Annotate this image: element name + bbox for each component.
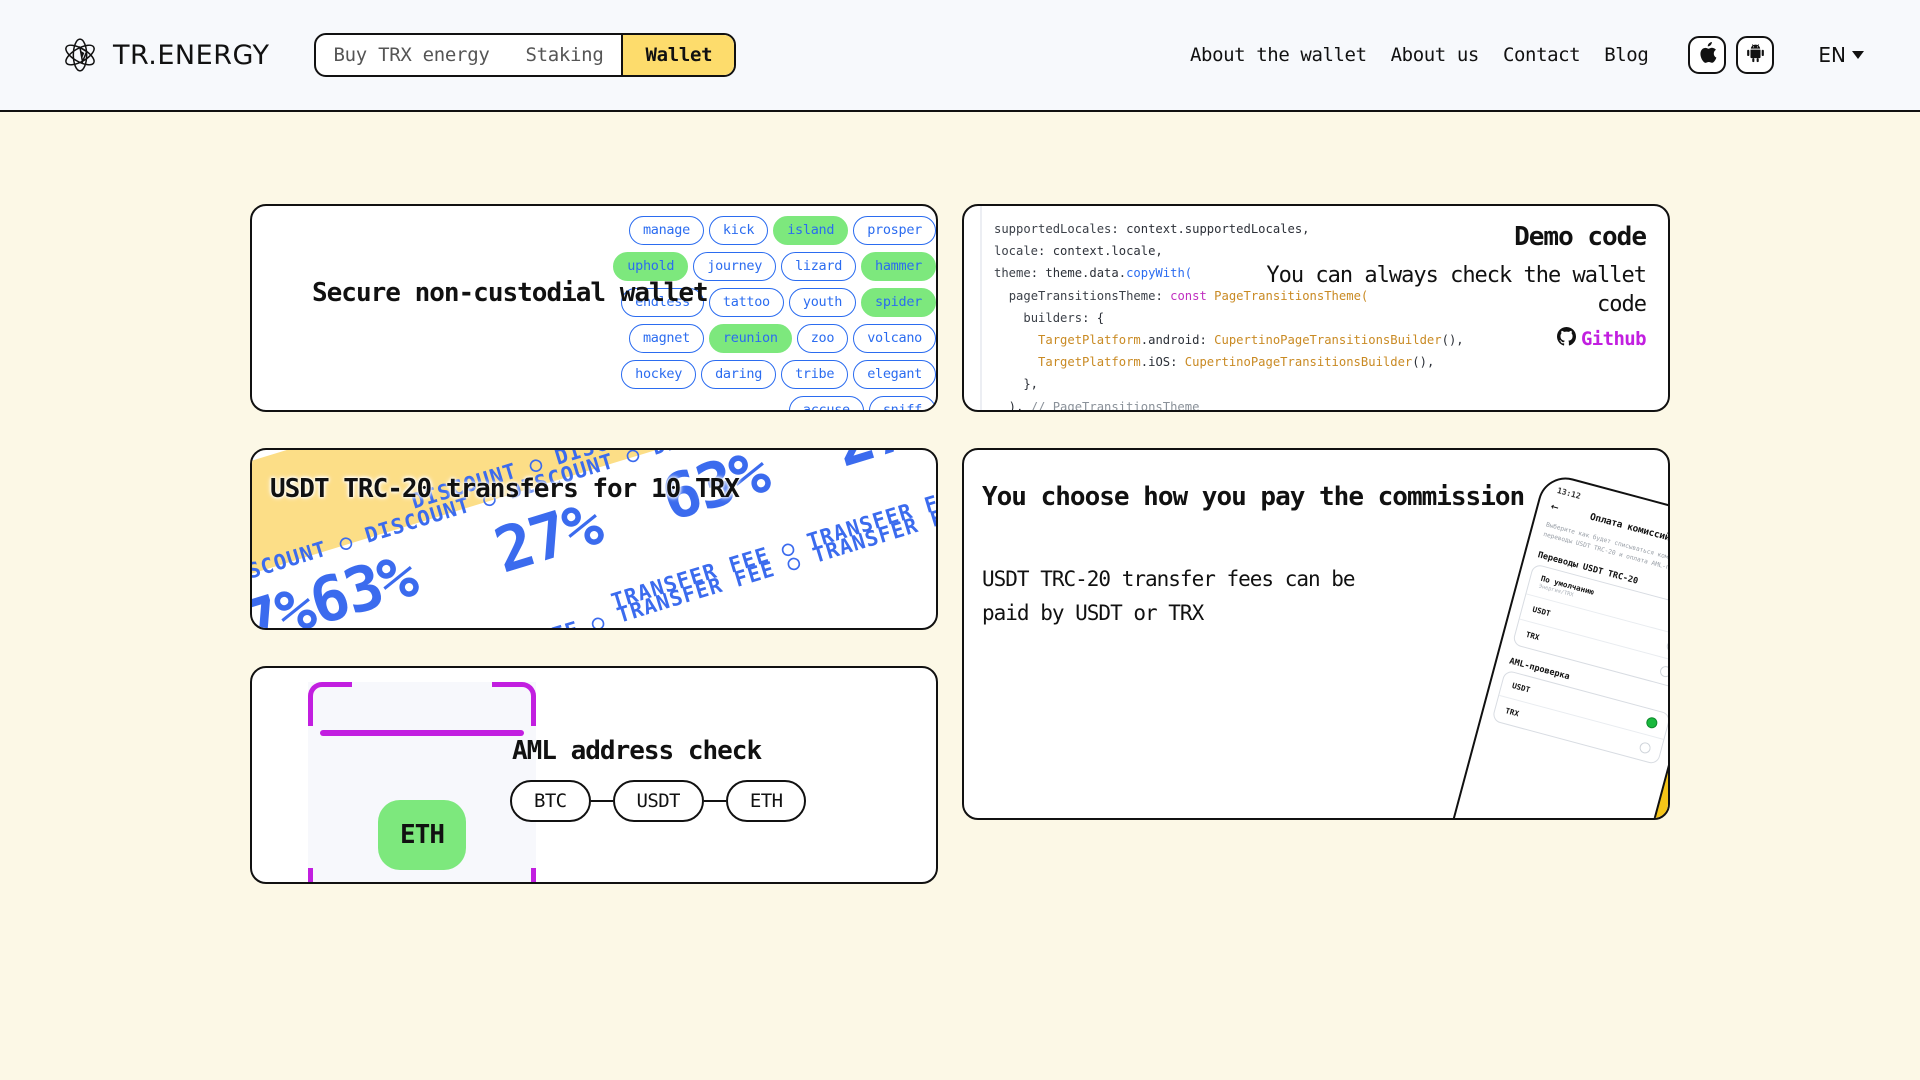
nav-buy-trx-energy[interactable]: Buy TRX energy: [333, 44, 490, 66]
header-right: About the wallet About us Contact Blog: [1166, 36, 1864, 74]
chevron-down-icon: [1852, 51, 1864, 59]
card-secure-wallet[interactable]: manage kick island prosper uphold journey liza…: [250, 204, 938, 412]
cards-board: manage kick island prosper uphold journey liza…: [250, 112, 1670, 884]
wallet-tag[interactable]: journey: [693, 252, 777, 281]
phone-mockup: 13:12 ← Оплата комиссий Выберите как буд…: [1444, 471, 1668, 818]
wallet-tag[interactable]: manage: [628, 216, 704, 245]
qr-corner-bottom-right-icon: [492, 868, 536, 882]
wallet-tag[interactable]: volcano: [853, 324, 936, 353]
store-buttons: [1688, 36, 1775, 74]
card-wallet-headline: Secure non-custodial wallet: [312, 278, 709, 308]
primary-nav-pill: Buy TRX energy Staking Wallet: [313, 33, 737, 77]
wallet-tag[interactable]: tattoo: [708, 288, 784, 317]
phone-radio-icon[interactable]: [1665, 639, 1668, 654]
wallet-tag[interactable]: daring: [701, 360, 777, 389]
phone-radio-icon[interactable]: [1658, 665, 1668, 679]
marquee-big-5: 27%: [826, 450, 936, 481]
card-code-subtitle: You can always check the wallet code: [1266, 263, 1647, 317]
atom-tron-logo-icon: [60, 35, 100, 75]
wallet-tag[interactable]: kick: [708, 216, 769, 245]
nav-contact[interactable]: Contact: [1502, 44, 1581, 66]
card-aml-headline: AML address check: [512, 736, 762, 766]
site-header: TR.ENERGY Buy TRX energy Staking Wallet …: [0, 0, 1920, 112]
wallet-tag[interactable]: youth: [788, 288, 857, 317]
wallet-tag[interactable]: endless: [621, 288, 704, 317]
qr-scanline: [320, 730, 524, 736]
chain-connector: [703, 800, 726, 802]
brand-logo-link[interactable]: TR.ENERGY: [60, 35, 270, 75]
card-commission[interactable]: You choose how you pay the commission US…: [962, 448, 1670, 820]
card-commission-headline: You choose how you pay the commission: [982, 482, 1525, 512]
card-code-title: Demo code: [1514, 222, 1647, 252]
android-icon: [1746, 43, 1765, 67]
wallet-tag[interactable]: elegant: [853, 360, 936, 389]
qr-corner-top-right-icon: [492, 682, 536, 726]
github-label: Github: [1580, 328, 1647, 351]
chain-pill-usdt[interactable]: USDT: [612, 780, 704, 822]
card-aml-check[interactable]: ETH AML address check BTC USDT ETH: [250, 666, 938, 884]
wallet-tag[interactable]: tribe: [781, 360, 849, 389]
google-play-button[interactable]: [1736, 36, 1775, 74]
nav-wallet[interactable]: Wallet: [621, 35, 735, 75]
tag-cloud: manage kick island prosper uphold journey liza…: [596, 216, 936, 410]
phone-option-label: USDT: [1511, 681, 1532, 695]
wallet-tag[interactable]: reunion: [708, 324, 792, 353]
wallet-tag[interactable]: hockey: [621, 360, 697, 389]
wallet-tag[interactable]: lizard: [781, 252, 857, 281]
code-card-overlay: Demo code You can always check the walle…: [1246, 222, 1647, 351]
apple-icon: [1698, 42, 1717, 68]
card-discount[interactable]: DISCOUNT ○ DISCOUNT ○ DISCOUNT ○ DISCOUN…: [250, 448, 938, 630]
qr-corner-top-left-icon: [308, 682, 352, 726]
chain-pill-eth[interactable]: ETH: [725, 780, 807, 822]
nav-blog[interactable]: Blog: [1604, 44, 1649, 66]
language-label: EN: [1818, 43, 1846, 67]
phone-option-label: USDT: [1531, 604, 1552, 619]
nav-about-us[interactable]: About us: [1390, 44, 1480, 66]
nav-staking[interactable]: Staking: [525, 44, 604, 66]
wallet-tag[interactable]: prosper: [853, 216, 936, 245]
token-chain: BTC USDT ETH: [510, 780, 807, 822]
app-store-button[interactable]: [1688, 36, 1727, 74]
language-selector[interactable]: EN: [1818, 43, 1864, 67]
card-discount-headline: USDT TRC-20 transfers for 10 TRX: [270, 474, 740, 504]
nav-about-the-wallet[interactable]: About the wallet: [1190, 44, 1367, 66]
github-icon: [1556, 327, 1576, 351]
card-commission-subtitle: USDT TRC-20 transfer fees can be paid by…: [982, 567, 1356, 626]
brand-name: TR.ENERGY: [113, 39, 270, 71]
wallet-tag[interactable]: zoo: [796, 324, 849, 353]
phone-screen: 13:12 ← Оплата комиссий Выберите как буд…: [1444, 471, 1668, 818]
github-link[interactable]: Github: [1556, 327, 1647, 351]
wallet-tag[interactable]: uphold: [613, 252, 689, 281]
wallet-tag[interactable]: sniff: [868, 396, 936, 410]
code-snippet: supportedLocales: context.supportedLocal…: [964, 206, 1668, 410]
wallet-tag[interactable]: spider: [861, 288, 936, 317]
phone-option-label: TRX: [1504, 706, 1520, 719]
scanned-token-badge: ETH: [378, 800, 466, 870]
wallet-tag[interactable]: magnet: [628, 324, 704, 353]
wallet-tag[interactable]: island: [773, 216, 849, 245]
phone-option-label: TRX: [1524, 630, 1541, 643]
chain-pill-btc[interactable]: BTC: [510, 780, 591, 822]
chain-connector: [590, 800, 613, 802]
phone-radio-icon[interactable]: [1645, 716, 1659, 730]
phone-radio-icon[interactable]: [1638, 741, 1652, 755]
qr-corner-bottom-left-icon: [308, 868, 352, 882]
card-demo-code[interactable]: supportedLocales: context.supportedLocal…: [962, 204, 1670, 412]
wallet-tag[interactable]: hammer: [861, 252, 936, 281]
qr-scanner-frame: ETH: [308, 682, 536, 882]
wallet-tag[interactable]: accuse: [788, 396, 864, 410]
